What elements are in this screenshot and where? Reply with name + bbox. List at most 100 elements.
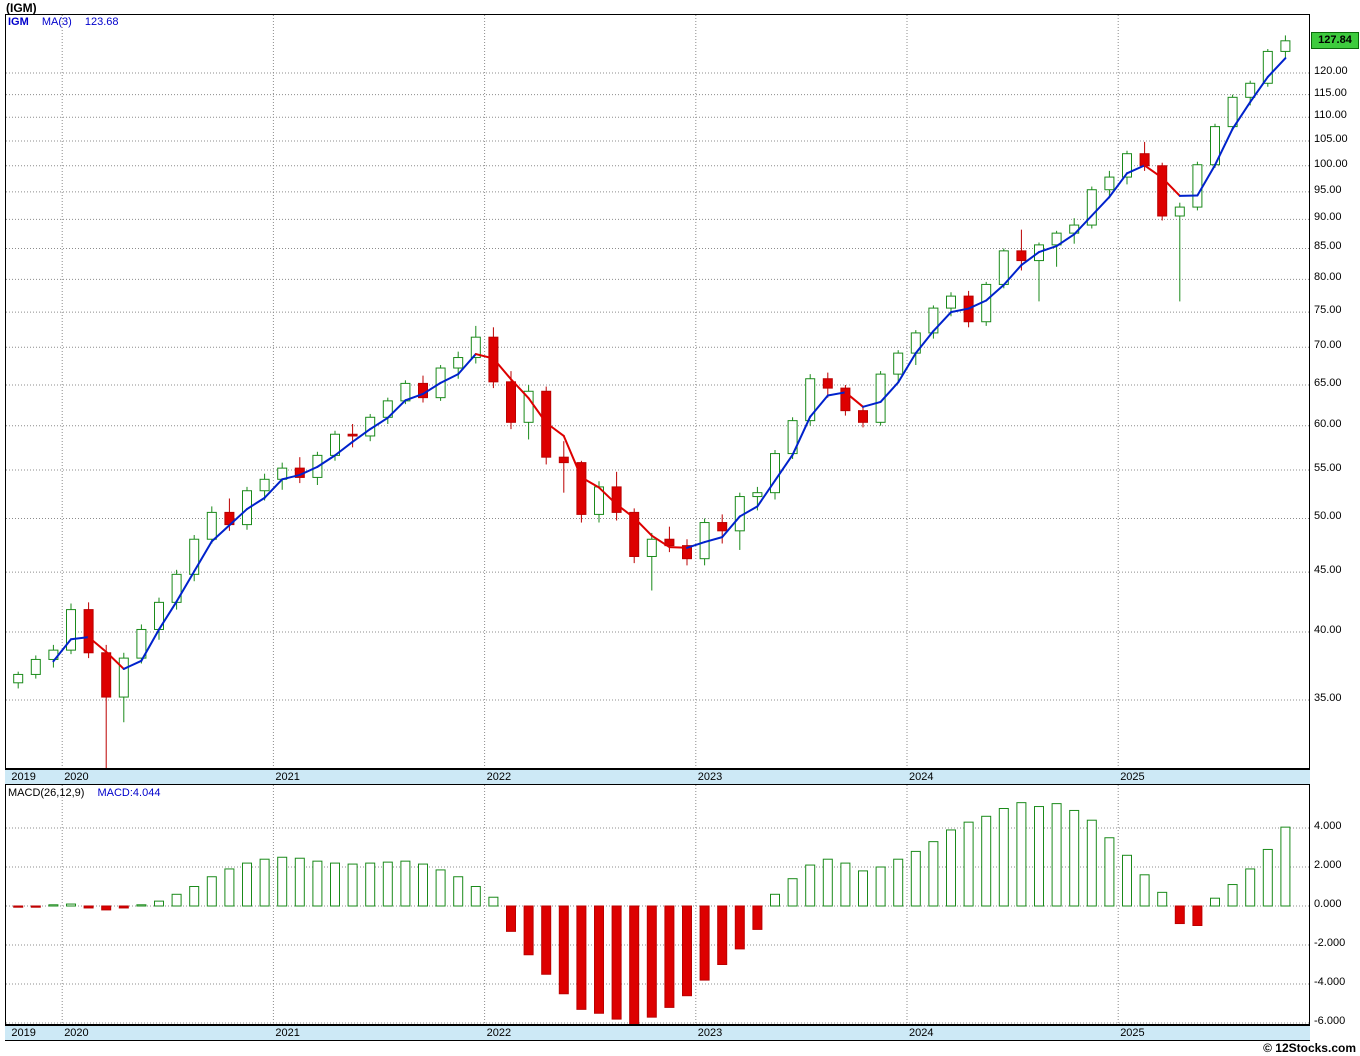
ma-segment	[668, 546, 688, 549]
candle-body	[13, 673, 24, 684]
macd-bar-positive	[928, 841, 939, 907]
ma-segment	[1196, 164, 1216, 197]
candle-body	[506, 381, 516, 423]
macd-bar-negative	[734, 905, 745, 950]
ma-indicator-label: MA(3)	[41, 16, 72, 28]
ma-segment	[510, 378, 530, 400]
ma-segment	[650, 534, 671, 549]
year-label: 2024	[909, 1027, 934, 1039]
ma-segment	[967, 299, 988, 310]
watermark: © 12Stocks.com	[1263, 1041, 1356, 1055]
macd-chart-svg	[5, 784, 1310, 1025]
macd-bar-positive	[893, 858, 904, 907]
ma-segment	[334, 440, 354, 457]
macd-bar-positive	[400, 860, 411, 907]
price-tick-label: 75.00	[1314, 304, 1342, 317]
candle-body	[558, 456, 569, 464]
ma-segment	[721, 515, 741, 539]
candle-body	[629, 511, 640, 557]
ma-segment	[1002, 264, 1023, 286]
price-tick-label: 35.00	[1314, 691, 1342, 704]
macd-tick-label: -2.000	[1314, 937, 1346, 949]
macd-bar-positive	[1069, 809, 1080, 907]
candle-body	[1227, 96, 1238, 128]
candle-body	[83, 609, 94, 654]
macd-bar-positive	[946, 829, 956, 907]
macd-bar-negative	[646, 905, 657, 1018]
macd-bar-positive	[365, 862, 376, 907]
ma-line	[52, 57, 1287, 670]
macd-tick-label: -6.000	[1314, 1015, 1346, 1027]
ma-segment	[950, 307, 970, 314]
ma-segment	[1214, 127, 1234, 167]
ma-segment	[879, 381, 900, 403]
candle-body	[1245, 82, 1256, 98]
macd-tick-label: -4.000	[1314, 976, 1346, 988]
ma-indicator-value: 123.68	[84, 16, 119, 28]
ma-segment	[1266, 57, 1287, 78]
macd-bar-positive	[770, 893, 780, 907]
year-label: 2020	[64, 1027, 89, 1039]
macd-bar-positive	[787, 878, 798, 907]
ma-segment	[1231, 101, 1252, 130]
ma-segment	[210, 524, 231, 543]
macd-bar-positive	[822, 858, 833, 907]
candle-body	[1174, 206, 1185, 217]
ma-segment	[122, 659, 143, 670]
macd-bar-positive	[1262, 848, 1273, 907]
candle-body	[118, 657, 129, 698]
macd-bar-positive	[259, 858, 270, 907]
macd-bar-negative	[30, 905, 41, 908]
ma-segment	[87, 636, 108, 653]
ma-segment	[756, 479, 776, 508]
ma-segment	[193, 540, 213, 573]
macd-bar-negative	[682, 905, 692, 997]
candles	[13, 35, 1291, 768]
macd-bar-negative	[118, 905, 129, 909]
price-tick-label: 70.00	[1314, 339, 1342, 352]
candle-body	[893, 352, 904, 375]
ma-segment	[316, 454, 336, 468]
year-label: 2025	[1120, 771, 1145, 783]
macd-bar-negative	[664, 905, 675, 1008]
ma-segment	[474, 353, 495, 360]
ma-segment	[439, 373, 460, 384]
candle-body	[523, 390, 534, 423]
candle-body	[840, 387, 851, 412]
ma-segment	[809, 394, 829, 418]
candle-body	[1192, 164, 1203, 208]
macd-bar-negative	[611, 905, 622, 1020]
ma-segment	[140, 628, 160, 662]
macd-indicator-label: MACD(26,12,9)	[8, 787, 85, 799]
year-label: 2019	[11, 771, 36, 783]
macd-bar-positive	[1104, 837, 1115, 907]
candle-body	[1139, 153, 1150, 167]
macd-gridlines	[6, 785, 1309, 1024]
year-label: 2019	[11, 1027, 36, 1039]
candle-body	[470, 336, 481, 359]
macd-bar-positive	[1245, 868, 1256, 907]
price-tick-label: 110.00	[1314, 109, 1347, 122]
candle-body	[576, 462, 587, 515]
candle-body	[1157, 165, 1168, 217]
ma-segment	[281, 473, 301, 481]
macd-bar-negative	[752, 905, 763, 930]
price-tick-label: 80.00	[1314, 271, 1342, 284]
candle-body	[242, 490, 252, 526]
ma-segment	[774, 453, 794, 482]
price-tick-label: 40.00	[1314, 624, 1342, 636]
macd-bar-positive	[189, 886, 200, 907]
price-tick-label: 55.00	[1314, 461, 1342, 474]
macd-bar-positive	[488, 896, 499, 907]
macd-tick-label: 0.000	[1314, 898, 1342, 910]
candle-body	[541, 390, 552, 458]
candle-body	[101, 652, 112, 698]
macd-bar-positive	[981, 815, 992, 907]
candle-body	[946, 295, 956, 309]
year-label: 2020	[64, 771, 89, 783]
candle-body	[189, 538, 200, 575]
year-label: 2023	[697, 1027, 723, 1039]
ma-segment	[422, 381, 442, 395]
candle-body	[805, 378, 816, 422]
year-label: 2022	[486, 1027, 512, 1039]
